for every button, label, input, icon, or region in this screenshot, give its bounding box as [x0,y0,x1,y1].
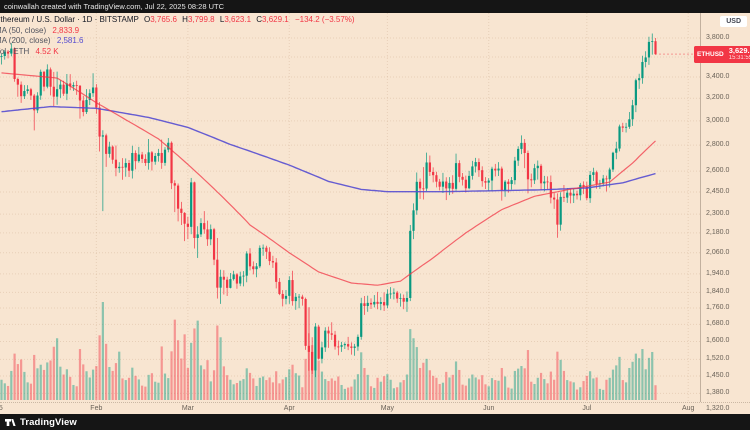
volume-legend-row[interactable]: Vol · ETH 4.52 K [0,47,355,58]
price-tick-label: 1,520.0 [706,355,730,363]
price-tick-label: 3,800.0 [706,34,730,41]
time-tick-label: Aug [681,405,695,412]
tradingview-logo-icon [5,418,16,426]
currency-toggle-button[interactable]: USD [720,16,747,27]
volume-value: 4.52 K [35,46,59,56]
time-tick-label: Mar [181,405,194,412]
high-value: 3,799.8 [187,15,215,24]
tradingview-wordmark[interactable]: TradingView [20,416,77,428]
chart-legend: Ethereum / U.S. Dollar · 1D · BITSTAMP O… [0,15,355,57]
price-tick-label: 2,450.0 [706,187,730,195]
price-axis[interactable]: USD 3,800.03,600.03,400.03,200.03,000.02… [700,13,750,412]
price-tick-label: 1,680.0 [706,320,730,328]
price-tick-label: 2,800.0 [706,141,730,149]
price-tick-label: 3,200.0 [706,94,730,102]
ma200-value: 2,581.6 [56,36,84,45]
volume-label: Vol · ETH [0,46,30,56]
open-value: 3,765.6 [150,15,177,24]
open-letter: O [143,15,151,24]
ma50-legend-row[interactable]: MA (50, close) 2,833.9 [0,26,355,37]
attribution-text: coinwallah created with TradingView.com,… [4,2,224,11]
change-value: −134.2 (−3.57%) [294,15,355,24]
time-tick-label: Feb [90,405,103,412]
time-tick-label: 2025 [0,405,3,412]
badge-symbol: ETHUSD [694,45,727,63]
price-tick-label: 1,380.0 [706,389,730,397]
low-letter: L [219,15,225,24]
last-price-badge: ETHUSD 3,629.1 15:31:55 [694,45,750,63]
symbol-title: Ethereum / U.S. Dollar · 1D · BITSTAMP [0,15,139,24]
price-tick-label: 1,600.0 [706,337,730,345]
price-tick-label: 1,840.0 [706,288,730,296]
price-tick-label: 1,760.0 [706,304,730,311]
high-letter: H [182,15,188,24]
badge-price: 3,629.1 [728,45,750,55]
time-tick-label: May [380,405,394,412]
price-tick-label: 1,940.0 [706,269,730,277]
ma200-legend-row[interactable]: MA (200, close) 2,581.6 [0,36,355,47]
footer-bar: TradingView [0,414,750,430]
time-tick-label: Apr [283,405,295,412]
price-tick-label: 2,600.0 [706,167,730,175]
attribution-bar: coinwallah created with TradingView.com,… [0,0,750,13]
low-value: 3,623.1 [224,15,252,24]
price-tick-label: 1,450.0 [706,371,730,379]
ma50-label: MA (50, close) [0,25,47,35]
close-value: 3,629.1 [262,15,289,24]
time-tick-label: Jul [582,405,592,412]
price-tick-label: 3,400.0 [706,73,730,81]
symbol-legend-row[interactable]: Ethereum / U.S. Dollar · 1D · BITSTAMP O… [0,15,355,26]
time-tick-label: Jun [483,405,495,412]
close-letter: C [256,15,263,24]
ma200-label: MA (200, close) [0,36,51,45]
price-tick-label: 3,000.0 [706,116,730,124]
price-tick-label: 2,060.0 [706,248,730,256]
price-tick-label: 1,320.0 [706,404,730,412]
ma50-value: 2,833.9 [52,25,80,35]
time-axis[interactable]: 2025 Feb Mar Apr May Jun Jul Aug [0,402,750,414]
price-tick-label: 2,180.0 [706,228,730,236]
price-tick-label: 2,300.0 [706,210,730,218]
badge-countdown: 15:31:55 [728,54,750,61]
